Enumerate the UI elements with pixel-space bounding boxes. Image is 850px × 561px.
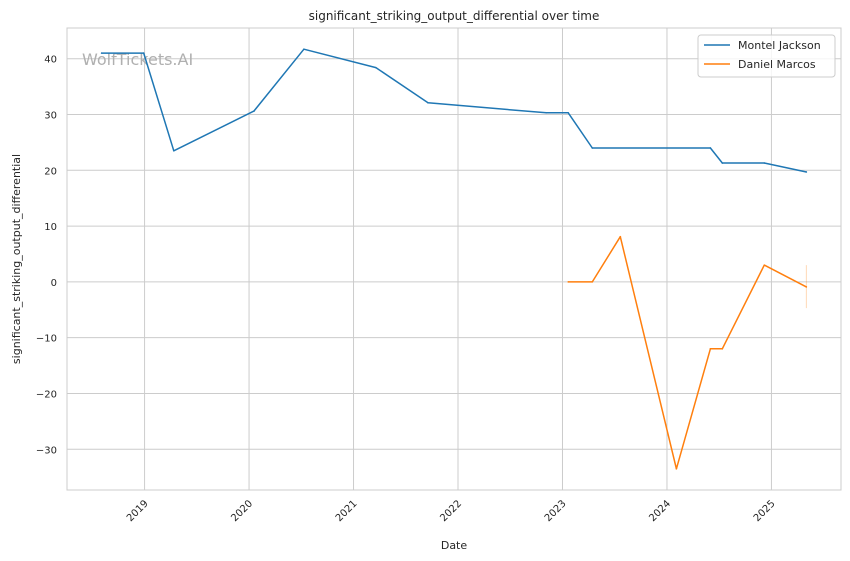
chart-title: significant_striking_output_differential…: [309, 9, 600, 23]
data-point-montel-jackson: [763, 162, 766, 164]
data-point-daniel-marcos: [805, 286, 808, 288]
data-point-montel-jackson: [545, 112, 547, 114]
x-tick-label: 2020: [229, 498, 255, 524]
data-point-daniel-marcos: [567, 281, 570, 283]
data-point-montel-jackson: [375, 66, 377, 69]
data-point-daniel-marcos: [591, 281, 594, 283]
data-point-montel-jackson: [567, 112, 570, 114]
data-point-montel-jackson: [805, 171, 808, 173]
y-tick-label: 40: [44, 55, 57, 66]
y-tick-label: 0: [51, 278, 57, 289]
data-point-daniel-marcos: [709, 348, 712, 350]
data-point-daniel-marcos: [619, 235, 622, 238]
y-tick-label: 30: [44, 110, 57, 121]
y-tick-label: −30: [36, 445, 57, 456]
grid: [67, 28, 841, 490]
legend-label-montel-jackson: Montel Jackson: [738, 39, 821, 52]
series-line-montel-jackson: [101, 48, 807, 173]
data-point-daniel-marcos: [721, 348, 724, 350]
y-tick-label: 10: [44, 222, 57, 233]
data-point-montel-jackson: [591, 147, 594, 149]
data-point-montel-jackson: [172, 149, 175, 152]
x-tick-label: 2023: [543, 498, 569, 524]
legend: Montel Jackson Daniel Marcos: [697, 34, 836, 78]
data-point-daniel-marcos: [763, 264, 766, 266]
legend-label-daniel-marcos: Daniel Marcos: [738, 58, 816, 71]
data-point-montel-jackson: [303, 48, 305, 51]
x-axis-label: Date: [441, 539, 468, 552]
watermark: WolfTickets.AI: [82, 50, 193, 69]
legend-box: [697, 34, 836, 78]
data-point-montel-jackson: [142, 52, 145, 54]
data-point-montel-jackson: [721, 162, 724, 164]
data-point-daniel-marcos: [675, 467, 678, 470]
x-tick-label: 2022: [438, 498, 464, 524]
x-tick-label: 2024: [647, 498, 673, 524]
y-tick-label: −20: [36, 389, 57, 400]
x-tick-label: 2025: [752, 498, 778, 524]
data-point-montel-jackson: [427, 101, 429, 104]
data-point-montel-jackson: [709, 147, 712, 149]
y-tick-label: −10: [36, 334, 57, 345]
x-tick-label: 2019: [125, 498, 151, 524]
ticks: 2019 2020 2021 2022 2023 2024 2025 −30 −20 −10 0 10…: [36, 55, 778, 524]
data-point-montel-jackson: [100, 52, 103, 54]
plot-frame: [66, 27, 842, 491]
series-line-daniel-marcos: [568, 235, 807, 470]
y-tick-label: 20: [44, 166, 57, 177]
y-axis-label: significant_striking_output_differential: [10, 154, 23, 364]
x-tick-label: 2021: [334, 498, 360, 524]
data-point-montel-jackson: [253, 110, 255, 112]
series-group: [100, 48, 808, 470]
